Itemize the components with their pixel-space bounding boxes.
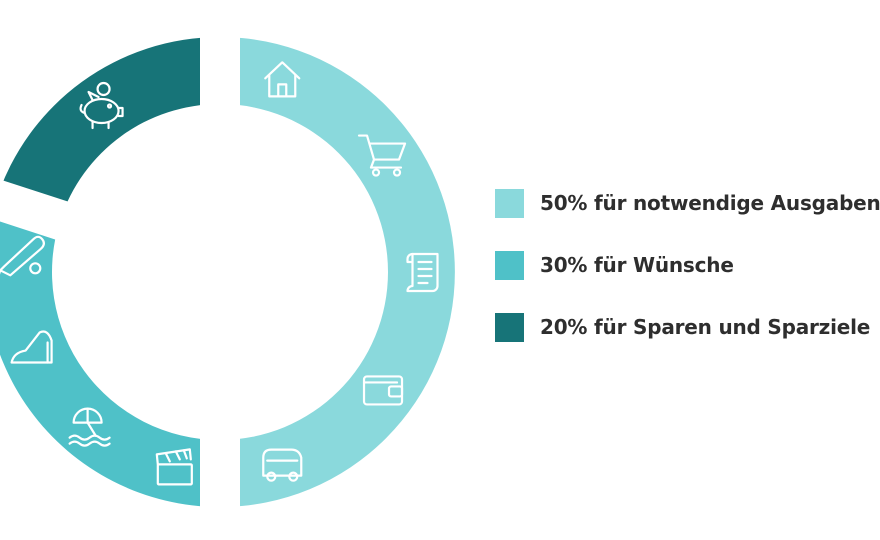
slice-icons <box>0 61 439 486</box>
legend-swatch-needs <box>495 188 524 218</box>
high-heel-shoe-icon <box>10 330 53 364</box>
piggy-bank-icon <box>79 81 124 130</box>
donut-slice-wants <box>0 200 220 507</box>
wallet-icon <box>362 375 404 406</box>
beach-umbrella-icon <box>68 407 111 447</box>
legend-item-wants: 30% für Wünsche <box>495 250 880 280</box>
slice-gaps <box>0 27 240 517</box>
slice-gap-1 <box>200 430 240 517</box>
film-clapper-icon <box>155 448 193 486</box>
shopping-cart-icon <box>357 134 407 177</box>
legend-label-wants: 30% für Wünsche <box>540 253 734 277</box>
legend-label-needs: 50% für notwendige Ausgaben <box>540 191 880 215</box>
legend-swatch-savings <box>495 312 524 342</box>
legend: 50% für notwendige Ausgaben 30% für Wüns… <box>495 188 880 374</box>
legend-item-needs: 50% für notwendige Ausgaben <box>495 188 880 218</box>
donut-slice-savings <box>0 37 220 221</box>
legend-item-savings: 20% für Sparen und Sparziele <box>495 312 880 342</box>
legend-swatch-wants <box>495 250 524 280</box>
car-icon <box>262 448 303 482</box>
house-icon <box>264 61 301 98</box>
legend-label-savings: 20% für Sparen und Sparziele <box>540 315 871 339</box>
document-scroll-icon <box>406 252 439 293</box>
baseball-bat-icon <box>0 235 45 277</box>
slice-gap-2 <box>0 177 76 243</box>
slice-gap-0 <box>200 27 240 114</box>
donut-slice-needs <box>220 37 455 507</box>
